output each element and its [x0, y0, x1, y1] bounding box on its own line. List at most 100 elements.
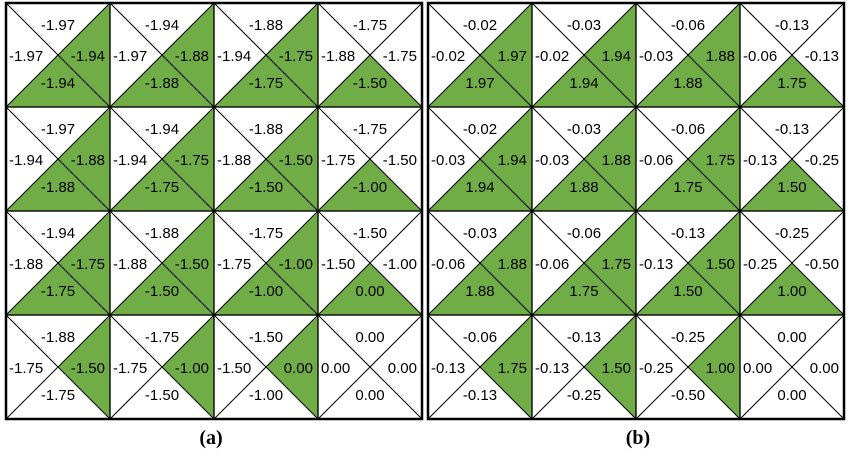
- value-label-right: 1.50: [706, 256, 735, 273]
- value-label-bottom: -1.50: [249, 179, 283, 196]
- value-label-left: -0.25: [639, 360, 673, 377]
- value-label-right: -1.88: [71, 152, 105, 169]
- value-label-right: -1.00: [383, 256, 417, 273]
- value-label-right: 0.00: [388, 360, 417, 377]
- value-label-right: -1.00: [175, 360, 209, 377]
- shaded-triangle-right: [58, 3, 110, 107]
- shaded-triangle-right: [162, 3, 214, 107]
- value-label-left: -1.88: [9, 256, 43, 273]
- value-label-top: -1.94: [41, 225, 75, 242]
- value-label-top: -0.25: [775, 225, 809, 242]
- value-label-top: -1.75: [249, 225, 283, 242]
- diagonal-line: [317, 106, 423, 212]
- value-label-top: -1.97: [41, 17, 75, 34]
- diagonal-line: [531, 314, 637, 420]
- panel-caption: (b): [626, 427, 650, 449]
- grid-cell: -0.03-0.02 1.941.94: [531, 2, 637, 108]
- diagonal-line: [531, 2, 637, 108]
- value-label-left: -0.02: [431, 48, 465, 65]
- grid-cell: -0.25 -0.25 -0.50 1.00: [739, 210, 845, 316]
- shaded-triangle-bottom: [740, 159, 844, 211]
- value-label-top: -0.03: [463, 225, 497, 242]
- grid-cell: -0.06-0.13 1.75-0.13: [427, 314, 533, 420]
- shaded-triangle-bottom: [110, 263, 214, 315]
- value-label-right: -1.88: [175, 48, 209, 65]
- value-label-left: -0.25: [743, 256, 777, 273]
- value-label-bottom: -1.75: [41, 387, 75, 404]
- value-label-left: -0.06: [743, 48, 777, 65]
- shaded-triangle-right: [58, 211, 110, 315]
- value-label-left: -1.88: [217, 152, 251, 169]
- value-label-left: -0.06: [535, 256, 569, 273]
- shaded-triangle-right: [584, 3, 636, 107]
- value-label-right: -1.94: [71, 48, 105, 65]
- value-label-left: -0.13: [639, 256, 673, 273]
- value-label-right: 0.00: [810, 360, 839, 377]
- shaded-triangle-bottom: [6, 159, 110, 211]
- panel-frame: [426, 1, 846, 421]
- value-label-right: -1.50: [71, 360, 105, 377]
- value-label-bottom: 1.88: [569, 179, 598, 196]
- diagonal-line: [427, 2, 533, 108]
- value-label-top: 0.00: [355, 329, 384, 346]
- value-label-bottom: -0.13: [463, 387, 497, 404]
- value-label-bottom: 1.97: [465, 75, 494, 92]
- value-label-left: -1.75: [113, 360, 147, 377]
- value-label-right: -1.75: [71, 256, 105, 273]
- value-label-bottom: 1.88: [465, 283, 494, 300]
- diagonal-line: [427, 106, 533, 212]
- value-label-top: -1.75: [353, 121, 387, 138]
- value-label-left: -1.94: [217, 48, 251, 65]
- shaded-triangle-right: [266, 211, 318, 315]
- panel-caption: (a): [199, 427, 222, 449]
- value-label-top: -1.88: [249, 121, 283, 138]
- value-label-left: -1.97: [113, 48, 147, 65]
- grid-cell: -1.75 -1.75 -1.50 -1.00: [317, 106, 423, 212]
- diagonal-line: [635, 210, 741, 316]
- shaded-triangle-bottom: [318, 159, 422, 211]
- value-label-top: -0.03: [567, 17, 601, 34]
- shaded-triangle-bottom: [428, 159, 532, 211]
- value-label-bottom: 1.75: [569, 283, 598, 300]
- grid-cell: -0.03-0.03 1.881.88: [531, 106, 637, 212]
- shaded-triangle-right: [266, 315, 318, 419]
- value-label-bottom: -0.50: [671, 387, 705, 404]
- shaded-triangle-bottom: [636, 159, 740, 211]
- diagonal-line: [213, 106, 319, 212]
- diagonal-line: [317, 2, 423, 108]
- value-label-right: -0.50: [805, 256, 839, 273]
- shaded-triangle-bottom: [532, 263, 636, 315]
- value-label-bottom: 1.75: [777, 75, 806, 92]
- value-label-right: -1.00: [279, 256, 313, 273]
- value-label-right: 1.50: [602, 360, 631, 377]
- shaded-triangle-right: [162, 211, 214, 315]
- value-label-bottom: -1.94: [41, 75, 75, 92]
- value-label-bottom: 0.00: [777, 387, 806, 404]
- value-label-bottom: -1.50: [353, 75, 387, 92]
- shaded-triangle-bottom: [740, 263, 844, 315]
- value-label-bottom: -1.50: [145, 387, 179, 404]
- diagonal-line: [109, 2, 215, 108]
- panel-a: -1.97-1.97 -1.94-1.94-1.94-1.97 -1.88-1.88…: [4, 1, 424, 421]
- diagonal-line: [427, 210, 533, 316]
- grid-cell: -0.25-0.25 1.00-0.50: [635, 314, 741, 420]
- value-label-top: -1.94: [145, 121, 179, 138]
- shaded-triangle-bottom: [214, 55, 318, 107]
- grid-cell: 0.000.00 0.000.00: [317, 314, 423, 420]
- value-label-right: 1.97: [498, 48, 527, 65]
- value-label-top: -0.02: [463, 17, 497, 34]
- value-label-top: 0.00: [777, 329, 806, 346]
- value-label-left: -1.88: [321, 48, 355, 65]
- value-label-right: -0.25: [805, 152, 839, 169]
- grid-cell: -1.88 -1.88 -1.50 -1.50: [109, 210, 215, 316]
- value-label-top: -1.50: [249, 329, 283, 346]
- value-label-top: -0.13: [567, 329, 601, 346]
- diagonal-line: [5, 2, 111, 108]
- grid-cell: -1.75 -1.75 -1.00 -1.00: [213, 210, 319, 316]
- value-label-right: -1.75: [383, 48, 417, 65]
- value-label-top: -1.88: [249, 17, 283, 34]
- shaded-triangle-right: [266, 3, 318, 107]
- diagonal-line: [635, 106, 741, 212]
- value-label-left: 0.00: [743, 360, 772, 377]
- grid-cell: -0.03-0.06 1.881.88: [427, 210, 533, 316]
